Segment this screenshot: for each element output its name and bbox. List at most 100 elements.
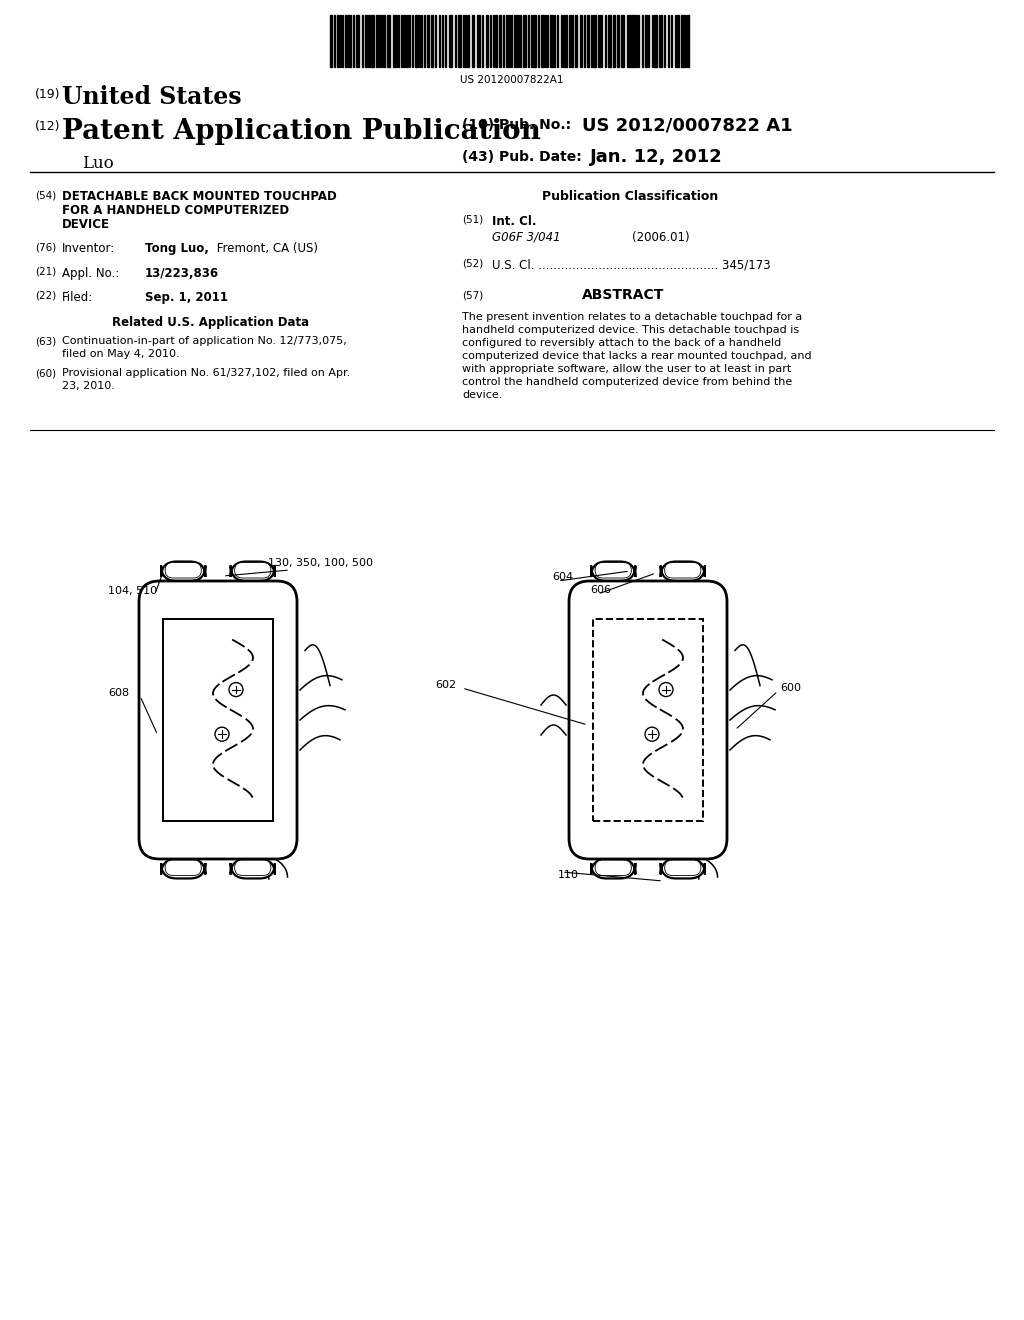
Bar [345, 15, 347, 67]
Text: US 2012/0007822 A1: US 2012/0007822 A1 [582, 116, 793, 135]
Bar [449, 15, 452, 67]
Text: Int. Cl.: Int. Cl. [492, 215, 537, 228]
Bar [348, 15, 351, 67]
Text: Publication Classification: Publication Classification [542, 190, 718, 203]
Bar [403, 15, 406, 67]
FancyBboxPatch shape [665, 562, 700, 578]
Text: 606: 606 [590, 585, 611, 595]
Bar [600, 15, 602, 67]
Bar [617, 15, 618, 67]
FancyBboxPatch shape [591, 859, 635, 879]
Text: 104, 510: 104, 510 [108, 586, 157, 597]
Bar [575, 15, 577, 67]
Bar [565, 15, 567, 67]
Text: handheld computerized device. This detachable touchpad is: handheld computerized device. This detac… [462, 325, 799, 335]
Bar [645, 15, 647, 67]
Bar [330, 15, 332, 67]
Text: Patent Application Publication: Patent Application Publication [62, 117, 541, 145]
Text: Provisional application No. 61/327,102, filed on Apr.: Provisional application No. 61/327,102, … [62, 368, 350, 378]
Text: Inventor:: Inventor: [62, 242, 116, 255]
Text: 110: 110 [558, 870, 579, 880]
FancyBboxPatch shape [660, 859, 705, 879]
Text: (54): (54) [35, 190, 56, 201]
Text: The present invention relates to a detachable touchpad for a: The present invention relates to a detac… [462, 312, 802, 322]
Text: U.S. Cl. ................................................ 345/173: U.S. Cl. ...............................… [492, 257, 771, 271]
Bar [506, 15, 508, 67]
Bar [499, 15, 501, 67]
Text: device.: device. [462, 389, 503, 400]
Text: (19): (19) [35, 88, 60, 102]
FancyBboxPatch shape [595, 861, 632, 875]
Text: Sep. 1, 2011: Sep. 1, 2011 [145, 290, 228, 304]
Text: Continuation-in-part of application No. 12/773,075,: Continuation-in-part of application No. … [62, 337, 347, 346]
Text: (22): (22) [35, 290, 56, 301]
Text: FOR A HANDHELD COMPUTERIZED: FOR A HANDHELD COMPUTERIZED [62, 205, 289, 216]
Bar [371, 15, 374, 67]
Bar [571, 15, 573, 67]
Bar [677, 15, 679, 67]
Bar [393, 15, 396, 67]
Text: Related U.S. Application Data: Related U.S. Application Data [112, 315, 309, 329]
Bar [458, 15, 461, 67]
Text: (63): (63) [35, 337, 56, 346]
FancyBboxPatch shape [139, 581, 297, 859]
Bar [534, 15, 536, 67]
Bar [406, 15, 408, 67]
Bar [632, 15, 635, 67]
Bar [356, 15, 359, 67]
Text: (76): (76) [35, 242, 56, 252]
Text: ABSTRACT: ABSTRACT [582, 288, 665, 302]
Text: 130, 350, 100, 500: 130, 350, 100, 500 [268, 558, 373, 568]
Bar [427, 15, 429, 67]
Bar [608, 15, 611, 67]
FancyBboxPatch shape [230, 561, 274, 581]
Text: with appropriate software, allow the user to at least in part: with appropriate software, allow the use… [462, 364, 792, 374]
Text: G06F 3/041: G06F 3/041 [492, 231, 560, 244]
Bar [337, 15, 339, 67]
Text: 602: 602 [435, 680, 456, 690]
Text: (51): (51) [462, 215, 483, 224]
Text: Jan. 12, 2012: Jan. 12, 2012 [590, 148, 723, 166]
FancyBboxPatch shape [230, 859, 274, 879]
Bar [613, 15, 615, 67]
Bar [376, 15, 378, 67]
Text: Fremont, CA (US): Fremont, CA (US) [213, 242, 318, 255]
Bar [465, 15, 467, 67]
Text: 23, 2010.: 23, 2010. [62, 381, 115, 391]
FancyBboxPatch shape [165, 861, 202, 875]
Text: (12): (12) [35, 120, 60, 133]
Text: 604: 604 [552, 572, 573, 582]
Bar [587, 15, 589, 67]
Bar [580, 15, 582, 67]
FancyBboxPatch shape [665, 861, 700, 875]
Bar [387, 15, 390, 67]
Text: DEVICE: DEVICE [62, 218, 110, 231]
Bar [397, 15, 399, 67]
Text: (60): (60) [35, 368, 56, 378]
Text: (10) Pub. No.:: (10) Pub. No.: [462, 117, 571, 132]
Bar [415, 15, 418, 67]
Text: (21): (21) [35, 267, 56, 277]
Bar [593, 15, 596, 67]
Text: 13/223,836: 13/223,836 [145, 267, 219, 280]
Bar [431, 15, 433, 67]
FancyBboxPatch shape [234, 861, 271, 875]
Text: Luo: Luo [82, 154, 114, 172]
Bar [486, 15, 488, 67]
FancyBboxPatch shape [234, 562, 271, 578]
Text: United States: United States [62, 84, 242, 110]
Bar [477, 15, 480, 67]
Text: 608: 608 [108, 688, 129, 698]
Text: Appl. No.:: Appl. No.: [62, 267, 119, 280]
Text: US 20120007822A1: US 20120007822A1 [460, 75, 564, 84]
Bar [621, 15, 624, 67]
FancyBboxPatch shape [161, 561, 206, 581]
Bar [593, 619, 703, 821]
Bar [365, 15, 367, 67]
Bar [629, 15, 631, 67]
Bar [368, 15, 370, 67]
Text: (2006.01): (2006.01) [632, 231, 689, 244]
Bar [541, 15, 544, 67]
FancyBboxPatch shape [595, 562, 632, 578]
FancyBboxPatch shape [591, 561, 635, 581]
